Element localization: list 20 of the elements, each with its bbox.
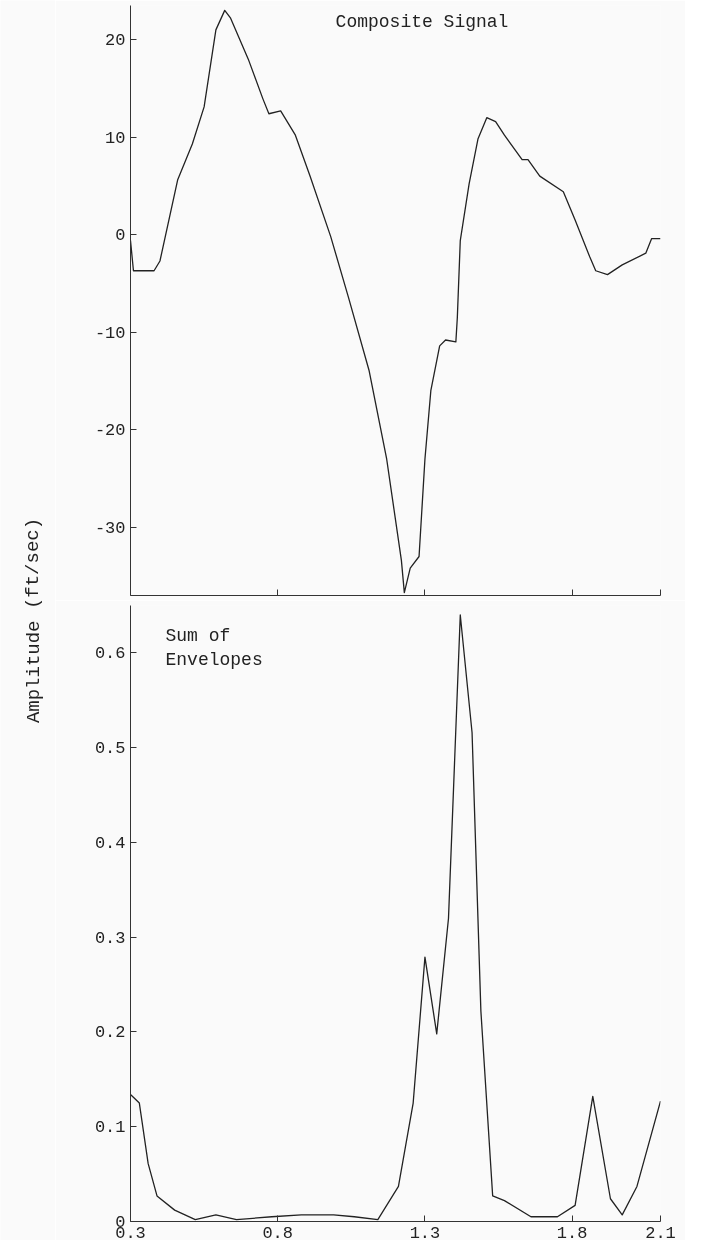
x-tick-label: 1.8 bbox=[556, 1223, 588, 1243]
y-tick-label: -10 bbox=[94, 323, 126, 343]
y-tick-label: 0.3 bbox=[94, 928, 126, 948]
y-axis-title: Amplitude (ft/sec) bbox=[22, 517, 45, 724]
y-tick-label: 0 bbox=[115, 226, 126, 246]
y-tick-label: 20 bbox=[105, 31, 126, 51]
chart-title: Composite Signal bbox=[335, 11, 509, 32]
y-tick-label: 0.1 bbox=[94, 1118, 126, 1138]
x-tick-label: 2.1 bbox=[645, 1223, 676, 1243]
y-tick-label: -30 bbox=[94, 518, 126, 538]
x-tick-label: 1.3 bbox=[409, 1223, 441, 1243]
y-tick-label: 10 bbox=[105, 128, 126, 148]
text: Sum of Envelopes bbox=[165, 625, 263, 670]
y-tick-label: -20 bbox=[94, 421, 126, 441]
line-series bbox=[130, 9, 661, 594]
y-tick-label: 0.4 bbox=[94, 833, 126, 853]
y-tick-label: 0.5 bbox=[94, 739, 126, 759]
y-tick-label: 0.2 bbox=[94, 1023, 126, 1043]
x-tick-label: 0.8 bbox=[262, 1223, 294, 1243]
y-tick-label: 0.6 bbox=[94, 644, 126, 664]
